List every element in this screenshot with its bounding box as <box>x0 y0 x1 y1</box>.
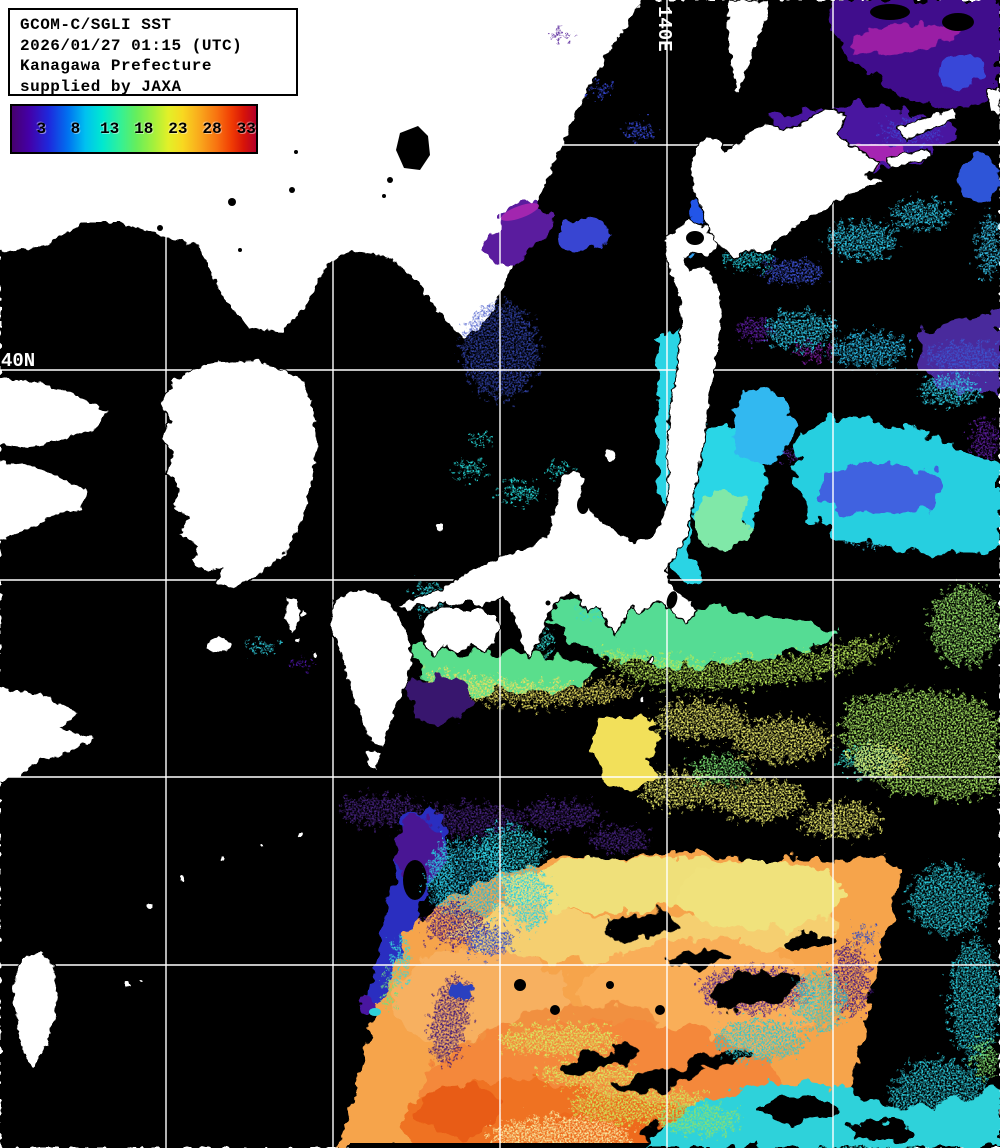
land-nk-coast <box>0 378 108 448</box>
land-honshu <box>339 218 724 660</box>
data-provider: supplied by JAXA <box>20 77 182 96</box>
land-shikoku <box>420 605 501 656</box>
longitude-label: 140E <box>653 6 675 52</box>
colorbar-tick: 3 <box>36 120 47 138</box>
land-taiwan <box>11 950 59 1070</box>
land-jeju <box>205 636 233 654</box>
colorbar-tick: 8 <box>70 120 81 138</box>
land-masses <box>0 0 1000 1070</box>
product-title: GCOM-C/SGLI SST <box>20 16 172 34</box>
sst-data-patches <box>248 0 1000 1148</box>
land-izu-island2 <box>639 696 647 704</box>
colorbar-tick: 23 <box>168 120 188 138</box>
region-name: Kanagawa Prefecture <box>20 57 212 75</box>
colorbar-tick: 18 <box>134 120 154 138</box>
land-hokkaido <box>689 107 887 259</box>
sst-colorbar: 3 8 13 18 23 28 33 <box>10 104 258 154</box>
land-china-coast <box>0 688 95 782</box>
latitude-label: 40N <box>1 350 35 372</box>
land-tsushima <box>284 595 301 637</box>
colorbar-tick: 33 <box>236 120 256 138</box>
land-kuril-1 <box>896 107 960 141</box>
land-oki <box>435 523 445 533</box>
land-korea <box>159 359 319 591</box>
colorbar-tick: 28 <box>202 120 222 138</box>
land-kuril-2 <box>884 147 935 169</box>
land-ryukyu-islands <box>125 832 303 988</box>
observation-datetime: 2026/01/27 01:15 (UTC) <box>20 36 243 55</box>
colorbar-tick: 13 <box>99 120 120 138</box>
land-shandong <box>0 462 88 540</box>
land-sado <box>603 448 617 462</box>
land-northeast-corner <box>986 87 1000 116</box>
title-box: GCOM-C/SGLI SST 2026/01/27 01:15 (UTC) K… <box>8 8 298 96</box>
land-satsuma-tail <box>365 747 381 772</box>
bays-and-lakes <box>545 231 704 609</box>
land-kyushu <box>329 588 414 748</box>
land-izu-island <box>646 656 654 664</box>
land-goto-islands <box>295 610 318 658</box>
yellow-speckle-field <box>340 700 910 852</box>
land-sakhalin <box>726 0 771 99</box>
